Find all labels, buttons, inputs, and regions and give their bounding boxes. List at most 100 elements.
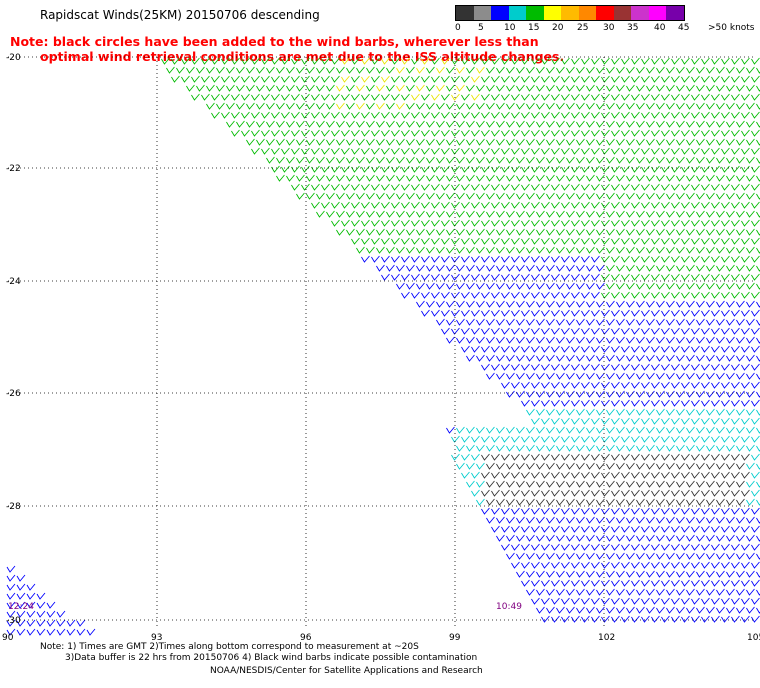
wind-barb — [756, 553, 760, 560]
wind-barb — [526, 552, 535, 560]
wind-barb — [686, 138, 695, 146]
wind-barb — [551, 435, 560, 443]
wind-barb — [521, 111, 530, 119]
wind-barb — [386, 264, 395, 272]
wind-barb — [591, 111, 600, 119]
wind-barb — [541, 57, 550, 65]
wind-barb — [566, 264, 575, 272]
wind-barb — [531, 309, 540, 317]
wind-barb — [606, 102, 615, 110]
wind-barb — [651, 525, 660, 533]
wind-barb — [336, 66, 345, 74]
wind-barb — [461, 183, 470, 191]
longitude-labels: 90939699102105 — [2, 633, 760, 643]
wind-barb — [491, 435, 500, 443]
wind-barb — [626, 354, 635, 362]
wind-barb — [171, 75, 180, 83]
wind-barb — [521, 543, 530, 551]
wind-barb — [311, 129, 320, 137]
wind-barb — [591, 543, 600, 551]
wind-barb — [721, 309, 730, 317]
wind-barb — [461, 147, 470, 155]
wind-barb — [26, 628, 36, 636]
wind-barb — [501, 57, 510, 65]
wind-barb — [666, 552, 675, 560]
wind-barb — [626, 588, 635, 596]
wind-barb — [16, 574, 26, 582]
wind-barb — [56, 619, 66, 627]
wind-barb — [611, 255, 620, 263]
wind-barb — [511, 183, 520, 191]
wind-barb — [606, 156, 615, 164]
wind-barb — [486, 66, 495, 74]
wind-barb — [591, 435, 600, 443]
wind-barb — [661, 615, 670, 623]
wind-barb — [546, 480, 555, 488]
wind-barb — [731, 237, 740, 245]
wind-barb — [641, 237, 650, 245]
wind-barb — [631, 57, 640, 65]
wind-barb — [496, 354, 505, 362]
wind-barb — [531, 363, 540, 371]
wind-barb — [536, 588, 545, 596]
wind-barb — [616, 606, 625, 614]
wind-barb — [511, 543, 520, 551]
wind-barb — [281, 75, 290, 83]
wind-barb — [651, 291, 660, 299]
wind-barb — [431, 75, 440, 83]
wind-barb — [591, 345, 600, 353]
wind-barb — [601, 597, 610, 605]
wind-barb — [351, 57, 360, 65]
wind-barb — [721, 597, 730, 605]
wind-barb — [431, 129, 440, 137]
wind-barb — [556, 444, 565, 452]
wind-barb — [671, 561, 680, 569]
wind-barb — [536, 102, 545, 110]
wind-barb — [501, 201, 510, 209]
wind-barb — [686, 120, 695, 128]
wind-barb — [561, 453, 570, 461]
wind-barb — [456, 462, 465, 470]
wind-barb — [486, 192, 495, 200]
wind-barb — [411, 273, 420, 281]
wind-barb — [446, 174, 455, 182]
wind-barb — [726, 498, 735, 506]
wind-barb — [311, 111, 320, 119]
wind-barb — [506, 210, 515, 218]
wind-barb — [616, 264, 625, 272]
wind-barb — [731, 471, 740, 479]
wind-barb — [721, 147, 730, 155]
wind-barb — [641, 309, 650, 317]
wind-barb — [636, 282, 645, 290]
wind-barb — [641, 273, 650, 281]
wind-barb — [281, 93, 290, 101]
wind-barb — [361, 75, 370, 83]
wind-barb — [636, 318, 645, 326]
wind-barb — [751, 417, 760, 425]
wind-barb — [331, 201, 340, 209]
wind-barb — [401, 75, 410, 83]
wind-barb — [516, 264, 525, 272]
wind-barb — [611, 525, 620, 533]
wind-barb — [621, 597, 630, 605]
wind-barb — [586, 102, 595, 110]
wind-barb — [561, 75, 570, 83]
wind-barb — [506, 264, 515, 272]
wind-barb — [746, 552, 755, 560]
wind-barb — [516, 282, 525, 290]
wind-barb — [711, 345, 720, 353]
wind-barb — [401, 291, 410, 299]
wind-barb — [696, 390, 705, 398]
wind-barb — [561, 435, 570, 443]
wind-barb — [741, 255, 750, 263]
wind-barb — [596, 426, 605, 434]
wind-barb — [466, 282, 475, 290]
wind-barb — [441, 183, 450, 191]
wind-barb — [551, 273, 560, 281]
wind-barb — [311, 183, 320, 191]
wind-barb — [471, 165, 480, 173]
wind-barb — [391, 129, 400, 137]
wind-barb — [721, 237, 730, 245]
wind-barb — [576, 66, 585, 74]
wind-barb — [556, 282, 565, 290]
